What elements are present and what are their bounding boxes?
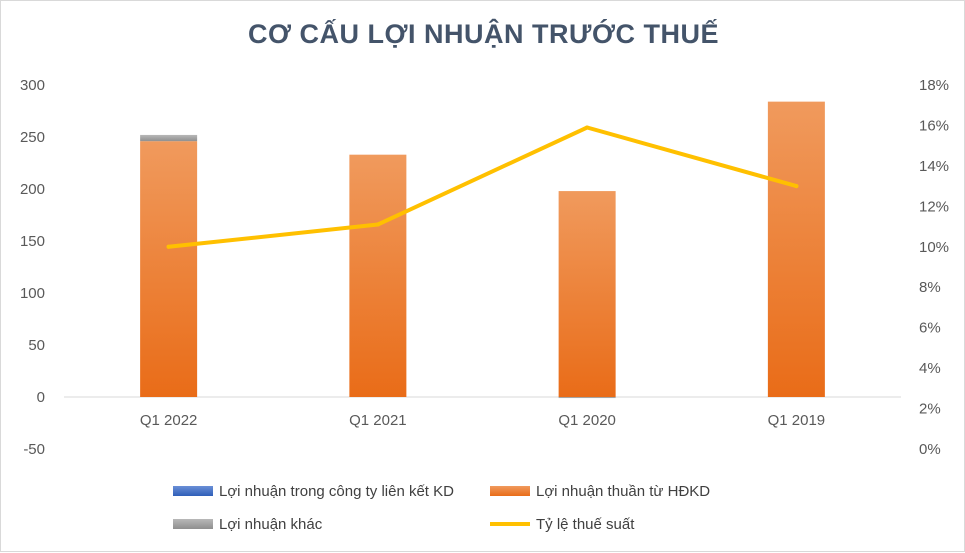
x-tick-label: Q1 2022 <box>140 412 198 429</box>
axes-group: 300 250 200 150 100 50 0 -50 18% 16% 14% 12% 10% 8% 6%… <box>20 77 949 458</box>
y-left-tick-label: 300 <box>20 77 45 94</box>
y-right-tick-label: 2% <box>919 401 941 418</box>
y-right-tick-label: 16% <box>919 117 949 134</box>
bars-group <box>140 101 825 399</box>
legend-label: Lợi nhuận thuần từ HĐKD <box>536 483 710 500</box>
bar-q1-2020-l-i-nhu-n-kh-c <box>558 397 616 399</box>
y-right-tick-label: 18% <box>919 77 949 94</box>
line-point <box>375 222 380 227</box>
bar-q1-2021-l-i-nhu-n-thu-n-t-h-kd <box>349 154 407 397</box>
line-point <box>794 184 799 189</box>
y-left-tick-label: 50 <box>28 337 45 354</box>
y-right-tick-label: 4% <box>919 360 941 377</box>
bar-q1-2022-l-i-nhu-n-kh-c <box>140 134 198 142</box>
legend-label: Lợi nhuận khác <box>219 516 323 533</box>
y-right-tick-label: 8% <box>919 279 941 296</box>
y-right-tick-label: 14% <box>919 158 949 175</box>
legend-label: Lợi nhuận trong công ty liên kết KD <box>219 483 454 500</box>
legend-label: Tỷ lệ thuế suất <box>536 516 635 533</box>
y-right-tick-label: 0% <box>919 441 941 458</box>
y-left-tick-label: -50 <box>23 441 45 458</box>
chart-title: CƠ CẤU LỢI NHUẬN TRƯỚC THUẾ <box>248 19 719 49</box>
line-point <box>166 244 171 249</box>
y-left-tick-label: 250 <box>20 129 45 146</box>
y-right-tick-label: 10% <box>919 239 949 256</box>
bar-q1-2020-l-i-nhu-n-thu-n-t-h-kd <box>558 191 616 397</box>
bar-q1-2022-l-i-nhu-n-thu-n-t-h-kd <box>140 141 198 397</box>
x-tick-label: Q1 2020 <box>558 412 616 429</box>
y-right-tick-label: 6% <box>919 320 941 337</box>
y-right-tick-label: 12% <box>919 198 949 215</box>
x-tick-label: Q1 2019 <box>768 412 826 429</box>
legend-group: Lợi nhuận trong công ty liên kết KD Lợi n… <box>173 483 710 533</box>
legend-swatch <box>173 486 213 496</box>
y-left-tick-label: 200 <box>20 181 45 198</box>
legend-swatch <box>173 519 213 529</box>
y-left-tick-label: 0 <box>37 389 45 406</box>
line-group <box>166 125 799 249</box>
bar-q1-2019-l-i-nhu-n-thu-n-t-h-kd <box>767 101 825 397</box>
y-left-tick-label: 150 <box>20 233 45 250</box>
line-point <box>585 125 590 130</box>
x-tick-label: Q1 2021 <box>349 412 407 429</box>
legend-swatch <box>490 486 530 496</box>
line-series-tax-rate <box>166 125 799 249</box>
y-left-tick-label: 100 <box>20 285 45 302</box>
